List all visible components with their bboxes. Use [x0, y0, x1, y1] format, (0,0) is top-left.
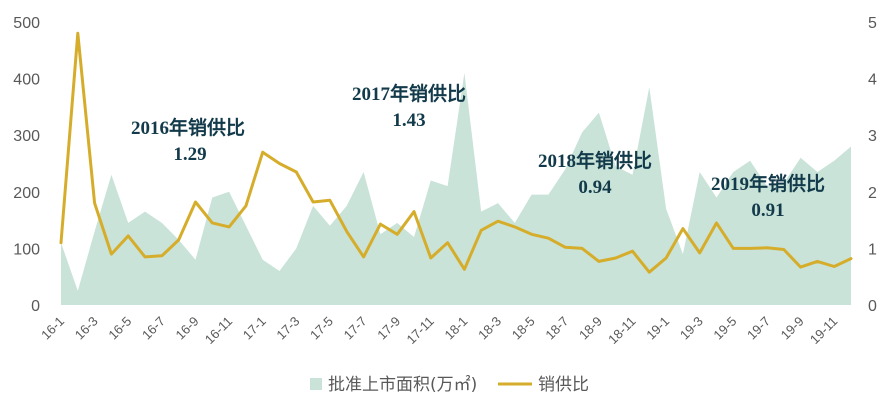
annotations: 2016年销供比 1.29 2017年销供比 1.43 2018年销供比 0.94 2019… — [131, 82, 825, 221]
x-tick-label: 18-7 — [542, 314, 571, 343]
x-tick-label: 19-9 — [778, 314, 807, 343]
x-tick-label: 17-11 — [403, 314, 436, 347]
y-right-tick-label: 2 — [868, 185, 877, 202]
x-tick-label: 16-3 — [72, 314, 101, 343]
annotation-year-label: 2018年销供比 — [538, 149, 652, 172]
y-left-tick-label: 300 — [13, 128, 40, 145]
y-right-tick-label: 4 — [868, 72, 877, 89]
y-right-tick-label: 1 — [868, 241, 877, 258]
x-tick-label: 16-11 — [202, 314, 235, 347]
x-tick-label: 16-9 — [173, 314, 202, 343]
y-left-tick-label: 500 — [13, 15, 40, 32]
legend-label-area: 批准上市面积(万㎡) — [328, 375, 477, 395]
annotation-year-label: 2019年销供比 — [711, 172, 825, 195]
y-left-tick-label: 400 — [13, 72, 40, 89]
x-tick-label: 19-11 — [807, 314, 840, 347]
annotation-ratio-value: 0.94 — [578, 177, 612, 198]
annotation-year-label: 2016年销供比 — [131, 116, 245, 139]
y-left-tick-label: 100 — [13, 241, 40, 258]
annotation-ratio-value: 1.29 — [173, 144, 206, 165]
x-tick-label: 16-5 — [105, 314, 134, 343]
x-tick-label: 18-11 — [605, 314, 638, 347]
x-tick-label: 17-3 — [273, 314, 302, 343]
x-tick-label: 17-9 — [374, 314, 403, 343]
right-axis: 0 1 2 3 4 5 — [868, 15, 877, 315]
x-tick-label: 18-9 — [576, 314, 605, 343]
x-tick-label: 17-7 — [341, 314, 370, 343]
annotation-ratio-value: 1.43 — [392, 110, 425, 131]
legend-swatch-area — [310, 378, 322, 390]
annotation-ratio-value: 0.91 — [751, 200, 784, 221]
line-layer — [59, 31, 853, 274]
x-tick-label: 17-1 — [240, 314, 269, 343]
x-tick-label: 18-3 — [475, 314, 504, 343]
x-axis: 16-1 16-3 16-5 16-7 16-9 16-11 17-1 17-3 17-5 17-… — [38, 314, 840, 347]
x-tick-label: 19-7 — [744, 314, 773, 343]
left-axis: 0 100 200 300 400 500 — [13, 15, 40, 315]
y-right-tick-label: 0 — [868, 298, 877, 315]
area-series-approved-supply — [61, 72, 851, 306]
area-layer — [61, 72, 851, 306]
x-tick-label: 19-1 — [643, 314, 672, 343]
annotation-year-label: 2017年销供比 — [352, 82, 466, 105]
legend-label-line: 销供比 — [538, 375, 589, 395]
y-right-tick-label: 3 — [868, 128, 877, 145]
x-tick-label: 16-7 — [139, 314, 168, 343]
x-tick-label: 19-5 — [710, 314, 739, 343]
y-left-tick-label: 200 — [13, 185, 40, 202]
legend: 批准上市面积(万㎡) 销供比 — [310, 375, 589, 395]
x-tick-label: 17-5 — [307, 314, 336, 343]
x-tick-label: 18-5 — [509, 314, 538, 343]
y-right-tick-label: 5 — [868, 15, 877, 32]
x-tick-label: 19-3 — [677, 314, 706, 343]
x-tick-label: 16-1 — [38, 314, 67, 343]
line-series-sales-supply-ratio — [59, 31, 853, 274]
y-left-tick-label: 0 — [31, 298, 40, 315]
x-tick-label: 18-1 — [442, 314, 471, 343]
